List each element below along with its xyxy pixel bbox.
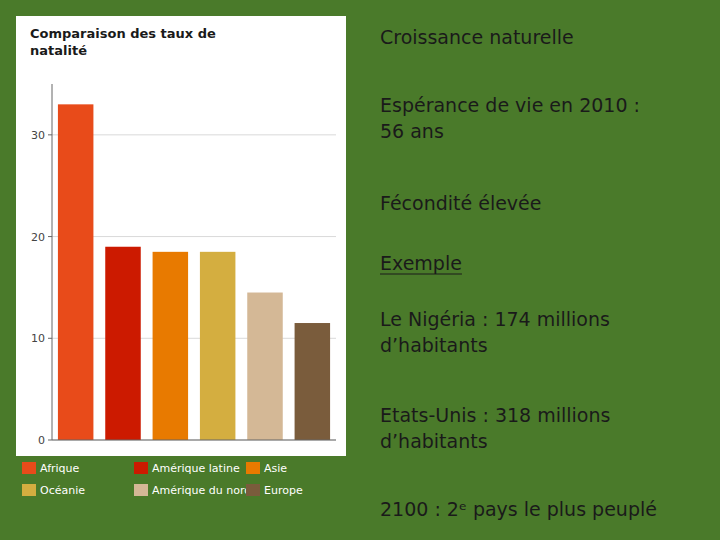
annotation-line: Croissance naturelle bbox=[380, 26, 574, 48]
legend-swatch bbox=[134, 462, 148, 474]
annotation-line: 2100 : 2ᵉ pays le plus peuplé bbox=[380, 498, 657, 520]
legend: Afrique Amérique latine Asie Océanie Amériqu… bbox=[22, 462, 303, 497]
legend-swatch bbox=[134, 484, 148, 496]
annotation-line: d’habitants bbox=[380, 430, 488, 452]
annotation-line: 56 ans bbox=[380, 120, 444, 142]
annotation: Fécondité élevée bbox=[380, 192, 542, 214]
grid-line bbox=[52, 236, 336, 237]
y-tick-labels: 0 10 20 30 bbox=[31, 129, 52, 447]
annotation: Espérance de vie en 2010 : 56 ans bbox=[380, 94, 640, 142]
legend-item: Europe bbox=[246, 484, 303, 497]
y-axis-line bbox=[52, 84, 53, 440]
y-tick bbox=[48, 134, 52, 135]
bar bbox=[58, 104, 94, 440]
annotation-line: d’habitants bbox=[380, 334, 488, 356]
y-grid bbox=[52, 135, 336, 440]
y-tick-label: 20 bbox=[31, 231, 45, 244]
x-axis-line bbox=[52, 440, 336, 441]
annotation-line: Exemple bbox=[380, 252, 462, 274]
legend-swatch bbox=[246, 484, 260, 496]
legend-label: Asie bbox=[264, 462, 287, 475]
bar bbox=[200, 252, 236, 440]
legend-item: Afrique bbox=[22, 462, 80, 475]
legend-swatch bbox=[22, 484, 36, 496]
title-line: natalité bbox=[30, 43, 87, 58]
annotation: 2100 : 2ᵉ pays le plus peuplé bbox=[380, 498, 657, 520]
y-tick-label: 30 bbox=[31, 129, 45, 142]
annotation-line: Espérance de vie en 2010 : bbox=[380, 94, 640, 116]
legend-item: Amérique latine bbox=[134, 462, 240, 475]
title-line: Comparaison des taux de bbox=[30, 26, 216, 41]
annotation-line: Fécondité élevée bbox=[380, 192, 542, 214]
bar bbox=[247, 293, 283, 440]
annotation-underline bbox=[380, 273, 462, 274]
legend-swatch bbox=[22, 462, 36, 474]
legend-label: Amérique du nord bbox=[152, 484, 251, 497]
legend-label: Océanie bbox=[40, 484, 85, 497]
y-tick-label: 0 bbox=[38, 434, 45, 447]
legend-swatch bbox=[246, 462, 260, 474]
legend-label: Afrique bbox=[40, 462, 80, 475]
grid-line bbox=[52, 440, 336, 441]
y-tick-label: 10 bbox=[31, 332, 45, 345]
bar bbox=[295, 323, 331, 440]
annotation-line: Le Nigéria : 174 millions bbox=[380, 308, 610, 330]
annotation: Exemple bbox=[380, 252, 462, 274]
y-tick bbox=[48, 236, 52, 237]
annotation-line: Etats-Unis : 318 millions bbox=[380, 404, 610, 426]
annotation: Le Nigéria : 174 millions d’habitants bbox=[380, 308, 610, 356]
bar bbox=[105, 247, 141, 440]
annotation: Croissance naturelle bbox=[380, 26, 574, 48]
legend-item: Amérique du nord bbox=[134, 484, 251, 497]
legend-label: Amérique latine bbox=[152, 462, 240, 475]
legend-item: Océanie bbox=[22, 484, 85, 497]
grid-line bbox=[52, 338, 336, 339]
chart-panel bbox=[16, 16, 346, 456]
annotation: Etats-Unis : 318 millions d’habitants bbox=[380, 404, 610, 452]
bars bbox=[58, 104, 330, 440]
y-tick bbox=[48, 338, 52, 339]
legend-label: Europe bbox=[264, 484, 303, 497]
background bbox=[0, 0, 720, 540]
chart-root: Comparaison des taux de natalité 0 10 20 30 Af… bbox=[0, 0, 720, 540]
bar bbox=[153, 252, 189, 440]
chart-title: Comparaison des taux de natalité bbox=[30, 26, 216, 58]
y-tick bbox=[48, 440, 52, 441]
grid-line bbox=[52, 134, 336, 135]
legend-item: Asie bbox=[246, 462, 287, 475]
